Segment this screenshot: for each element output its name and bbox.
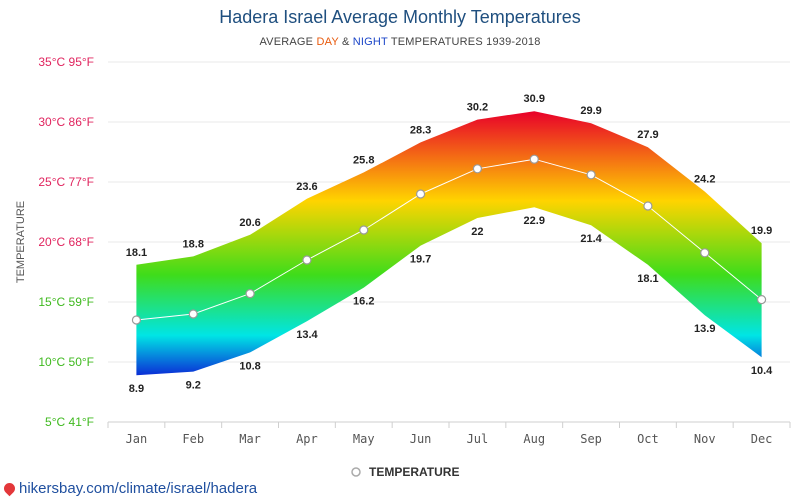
day-value-label: 30.9 [524,93,545,105]
night-value-label: 10.8 [239,360,260,372]
average-point [643,201,653,211]
legend-marker-icon [351,467,361,477]
night-value-label: 8.9 [129,383,144,395]
chart-title: Hadera Israel Average Monthly Temperatur… [219,7,581,27]
night-value-label: 18.1 [637,273,658,285]
location-pin-icon [1,480,18,497]
x-tick-label: Oct [637,432,659,446]
subtitle-suffix: TEMPERATURES 1939-2018 [387,36,541,48]
average-point [415,189,426,199]
legend-label: TEMPERATURE [369,465,459,479]
day-value-label: 18.8 [183,238,204,250]
average-point [756,295,767,305]
x-axis: Jan Feb Mar Apr May Jun Jul Aug Sep Oct Nov Dec [107,422,791,446]
average-temperature-line [136,158,762,321]
day-value-label: 30.2 [467,102,488,114]
chart-subtitle: AVERAGE DAY & NIGHT TEMPERATURES 1939-20… [0,36,800,48]
day-value-label: 20.6 [239,217,260,229]
night-value-label: 21.4 [580,233,602,245]
average-point [529,154,539,164]
x-tick-label: Mar [239,432,261,446]
source-link-text: hikersbay.com/climate/israel/hadera [19,480,258,497]
average-point [131,315,142,325]
average-point [188,309,198,319]
night-value-label: 10.4 [751,365,773,377]
night-value-label: 16.2 [353,296,374,308]
day-value-label: 24.2 [694,174,715,186]
y-axis-title: TEMPERATURE [15,201,27,283]
subtitle-middle: & [338,36,353,48]
day-value-label: 18.1 [126,247,147,259]
average-point [245,289,255,299]
day-value-label: 29.9 [580,105,601,117]
average-point [472,164,483,174]
day-value-label: 25.8 [353,154,374,166]
average-point [302,255,312,265]
y-tick-label: 20°C 68°F [38,235,94,249]
night-value-label: 13.9 [694,323,715,335]
x-tick-label: Jan [126,432,148,446]
y-axis-labels: 35°C 95°F 30°C 86°F 25°C 77°F 20°C 68°F 15°C… [38,55,94,429]
average-point [700,248,710,258]
x-tick-label: Jul [467,432,489,446]
subtitle-prefix: AVERAGE [259,36,317,48]
x-tick-label: Jun [410,432,432,446]
y-tick-label: 25°C 77°F [38,175,94,189]
day-value-label: 19.9 [751,225,772,237]
night-value-label: 9.2 [186,380,201,392]
average-point [586,170,596,180]
x-tick-label: Sep [580,432,602,446]
y-tick-label: 30°C 86°F [38,115,94,129]
subtitle-day: DAY [316,36,339,48]
night-value-label: 19.7 [410,254,431,266]
average-point [359,225,369,235]
night-value-label: 22.9 [524,215,545,227]
y-tick-label: 35°C 95°F [38,55,94,69]
x-tick-label: Apr [296,432,318,446]
legend[interactable]: TEMPERATURE [351,465,459,479]
y-tick-label: 10°C 50°F [38,355,94,369]
x-tick-label: Nov [694,432,716,446]
night-value-label: 22 [471,226,483,238]
subtitle-night: NIGHT [352,36,388,48]
x-tick-label: May [353,432,375,446]
temperature-range-band [136,111,762,376]
data-labels: 18.1 18.8 20.6 23.6 25.8 28.3 30.2 30.9 29.9 27.9… [126,93,773,395]
x-tick-label: Aug [523,432,545,446]
source-link[interactable]: hikersbay.com/climate/israel/hadera [1,480,258,497]
night-value-label: 13.4 [296,329,318,341]
day-value-label: 23.6 [296,181,317,193]
average-temperature-points [131,154,767,325]
x-tick-label: Feb [182,432,204,446]
y-tick-label: 5°C 41°F [45,415,94,429]
day-value-label: 28.3 [410,124,431,136]
day-value-label: 27.9 [637,129,658,141]
x-tick-label: Dec [751,432,773,446]
y-tick-label: 15°C 59°F [38,295,94,309]
